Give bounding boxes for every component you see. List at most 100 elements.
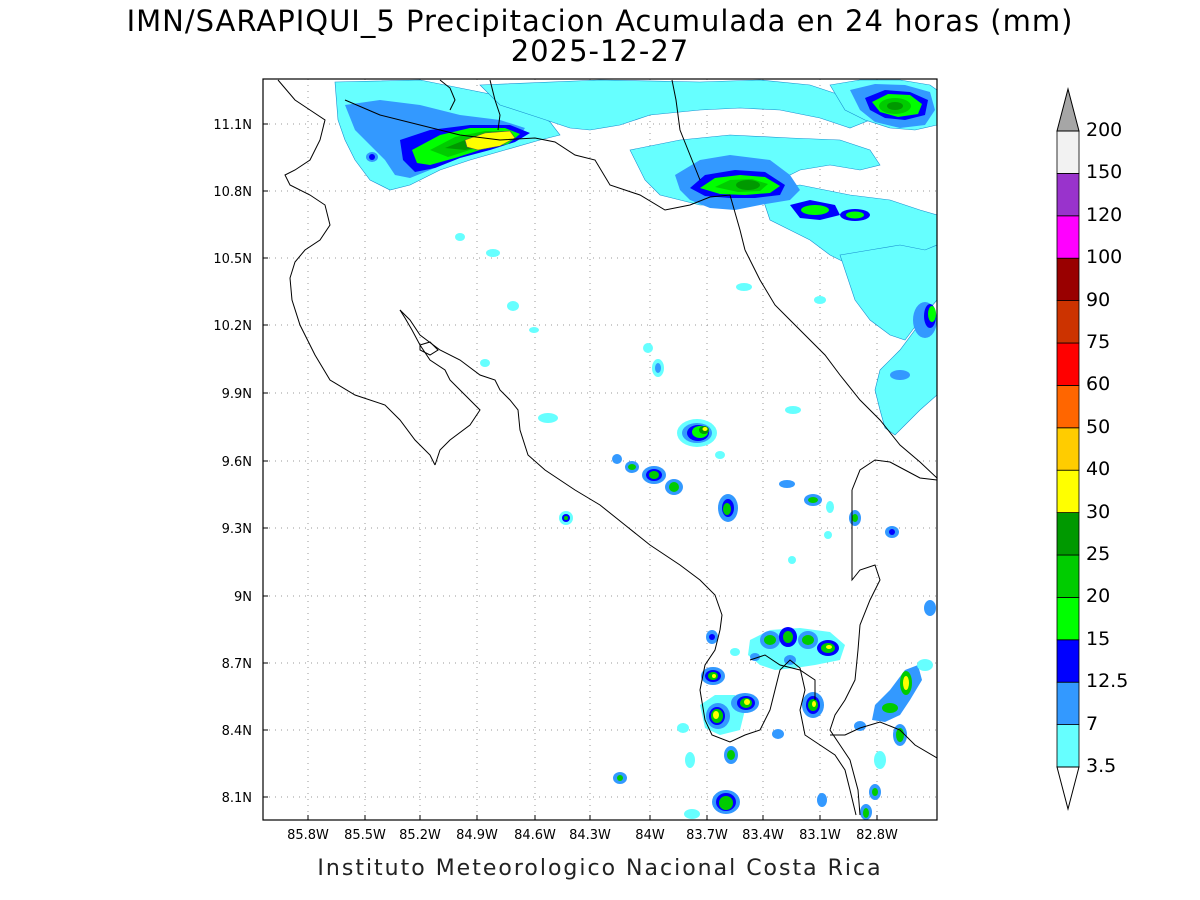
credit-line: Instituto Meteorologico Nacional Costa R… bbox=[317, 856, 883, 881]
precip-cell bbox=[719, 796, 733, 810]
precip-cell bbox=[507, 301, 519, 311]
colorbar-label: 50 bbox=[1086, 415, 1111, 438]
colorbar-label: 30 bbox=[1086, 500, 1111, 523]
precip-cell-20 bbox=[846, 211, 864, 219]
nicoya-peninsula bbox=[399, 309, 481, 466]
panama-border-2 bbox=[829, 490, 881, 816]
colorbar-label: 25 bbox=[1086, 543, 1111, 565]
y-tick-label: 9.6N bbox=[222, 455, 252, 470]
colorbar-box bbox=[1056, 469, 1080, 514]
colorbar-box bbox=[1056, 724, 1080, 768]
colorbar-box bbox=[1056, 427, 1080, 471]
colorbar-label: 40 bbox=[1086, 458, 1111, 481]
osa-peninsula bbox=[699, 629, 857, 816]
y-tick-label: 10.5N bbox=[213, 252, 252, 267]
x-tick-label: 83.7W bbox=[686, 828, 728, 843]
colorbar-min-arrow bbox=[1056, 766, 1080, 811]
precip-cell bbox=[863, 808, 869, 818]
panama-border bbox=[851, 459, 937, 491]
precip-cell bbox=[788, 556, 796, 564]
precip-cell bbox=[785, 406, 801, 414]
precip-cell bbox=[369, 154, 375, 160]
precip-cell bbox=[730, 648, 740, 656]
x-tick-label: 85.2W bbox=[399, 828, 441, 843]
y-tick-label: 10.8N bbox=[213, 185, 252, 200]
precip-cell bbox=[802, 635, 814, 645]
precip-cell bbox=[727, 750, 735, 760]
y-tick-label: 8.1N bbox=[222, 791, 252, 806]
precip-cell bbox=[808, 497, 818, 503]
precip-area-7 bbox=[872, 665, 922, 722]
coastlines bbox=[277, 79, 937, 816]
precip-cell bbox=[824, 531, 832, 539]
precip-cell bbox=[812, 701, 816, 707]
precip-cell-20 bbox=[801, 205, 829, 215]
precip-cell bbox=[538, 413, 558, 423]
precip-cell bbox=[903, 676, 909, 690]
precip-cell bbox=[872, 788, 878, 796]
y-tick-label: 10.2N bbox=[213, 319, 252, 334]
colorbar-label: 15 bbox=[1086, 627, 1111, 650]
precip-cell bbox=[612, 454, 622, 464]
precip-cell bbox=[684, 809, 700, 819]
precip-cell bbox=[685, 752, 695, 768]
precipitation-field bbox=[334, 79, 937, 820]
precip-area-30 bbox=[464, 130, 516, 151]
precip-cell-7 bbox=[890, 370, 910, 380]
precip-cell bbox=[924, 600, 936, 616]
precip-cell bbox=[655, 363, 661, 373]
x-tick-label: 85.8W bbox=[287, 828, 329, 843]
precip-cell bbox=[669, 482, 679, 492]
colorbar-label: 20 bbox=[1086, 585, 1111, 608]
x-tick-label: 84.6W bbox=[514, 828, 556, 843]
y-tick-label: 11.1N bbox=[213, 118, 252, 133]
x-tick-label: 84.3W bbox=[569, 828, 611, 843]
precip-cell bbox=[529, 327, 539, 333]
colorbar-box bbox=[1056, 300, 1080, 344]
nicoya-gulf bbox=[399, 309, 723, 631]
colorbar-box bbox=[1056, 554, 1080, 598]
map-grid bbox=[263, 79, 937, 820]
x-tick-label: 82.8W bbox=[856, 828, 898, 843]
precip-cell bbox=[783, 631, 793, 643]
colorbar-box bbox=[1056, 215, 1080, 259]
colorbar-label: 150 bbox=[1086, 161, 1123, 184]
precip-cell bbox=[772, 729, 784, 739]
precip-cell bbox=[677, 723, 689, 733]
lake-nicaragua-shore bbox=[277, 79, 436, 466]
y-tick-label: 9N bbox=[234, 590, 252, 605]
coast-north-3 bbox=[671, 79, 701, 181]
precip-cell bbox=[564, 516, 568, 520]
colorbar-label: 12.5 bbox=[1086, 670, 1129, 693]
colorbar-box bbox=[1056, 639, 1080, 683]
precip-cell bbox=[480, 359, 490, 367]
caribbean-coast bbox=[744, 249, 937, 479]
colorbar-box bbox=[1056, 130, 1080, 174]
precip-cell bbox=[826, 501, 834, 513]
y-tick-label: 8.7N bbox=[222, 657, 252, 672]
y-tick-label: 9.9N bbox=[222, 387, 252, 402]
colorbar-box bbox=[1056, 597, 1080, 641]
precip-cell-25 bbox=[887, 102, 903, 110]
precip-cell bbox=[852, 514, 858, 522]
colorbar-label: 90 bbox=[1086, 288, 1111, 311]
precip-cell bbox=[814, 296, 826, 304]
precip-cell bbox=[713, 711, 719, 719]
colorbar bbox=[1056, 87, 1080, 811]
x-axis-ticks: 85.8W 85.5W 85.2W 84.9W 84.6W 84.3W 84W 83.7W 83… bbox=[287, 815, 898, 843]
chart-date: 2025-12-27 bbox=[510, 34, 690, 68]
x-tick-label: 85.5W bbox=[344, 828, 386, 843]
precip-cell bbox=[617, 775, 623, 781]
precip-area-cyan bbox=[479, 79, 871, 131]
colorbar-box bbox=[1056, 384, 1080, 429]
precip-cell bbox=[744, 699, 750, 705]
precip-cell bbox=[643, 343, 653, 353]
precip-cell bbox=[455, 233, 465, 241]
colorbar-box bbox=[1056, 512, 1080, 556]
precip-cell bbox=[712, 674, 716, 678]
x-tick-label: 84W bbox=[635, 828, 665, 843]
precip-cell bbox=[715, 451, 725, 459]
coast-north-2 bbox=[489, 79, 501, 131]
colorbar-label: 3.5 bbox=[1086, 755, 1117, 777]
chiriqui-border bbox=[749, 654, 816, 700]
